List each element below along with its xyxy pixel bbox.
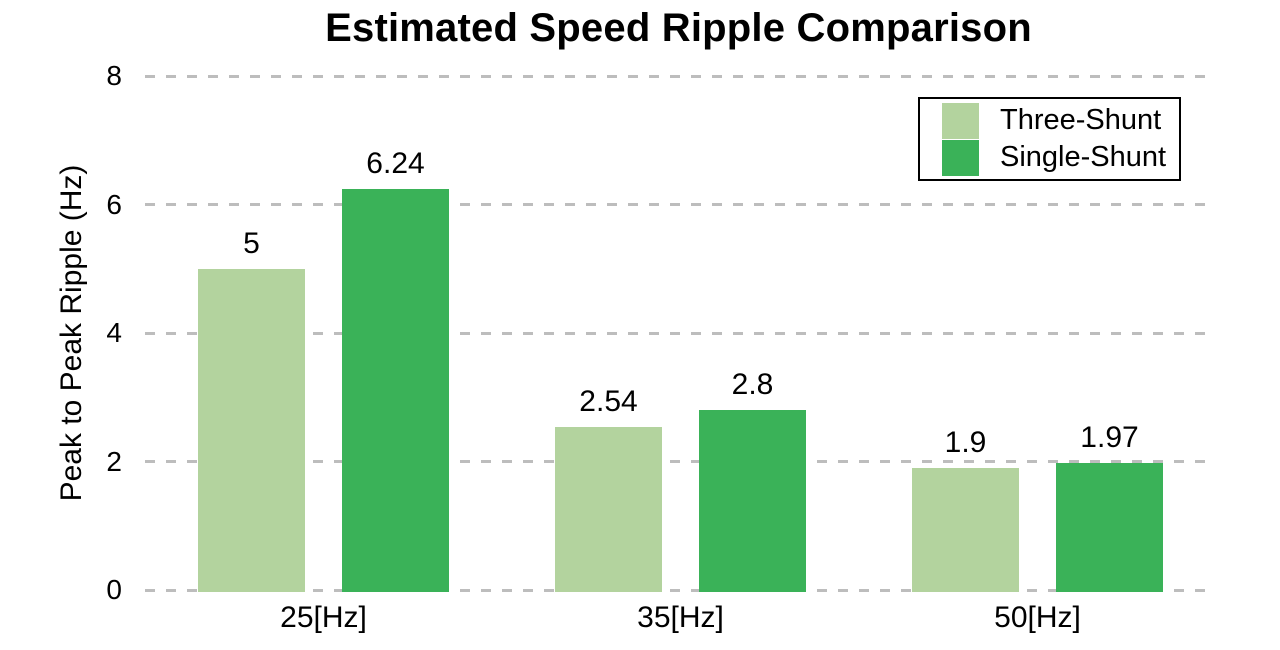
y-tick-label: 2 (106, 445, 122, 477)
legend-label: Single-Shunt (1000, 141, 1167, 173)
gridline (145, 331, 1212, 335)
gridline (145, 588, 1212, 592)
legend-item: Three-Shunt (920, 102, 1179, 139)
y-tick-label: 6 (106, 188, 122, 220)
x-tick-label: 35[Hz] (637, 601, 724, 634)
gridline (145, 460, 1212, 463)
bar-single-shunt-35[Hz] (699, 410, 806, 592)
bar-value-label: 2.8 (731, 368, 774, 402)
bar-value-label: 1.97 (1080, 421, 1139, 455)
y-tick-label: 8 (106, 60, 122, 91)
gridline (145, 203, 1212, 206)
legend-label: Three-Shunt (1000, 104, 1162, 136)
bar-value-label: 6.24 (366, 147, 425, 181)
y-tick-label: 0 (106, 574, 122, 605)
bar-three-shunt-50[Hz] (912, 467, 1019, 592)
bar-value-label: 1.9 (944, 425, 987, 459)
gridline (145, 74, 1212, 78)
legend-swatch-single-shunt (942, 139, 979, 176)
bar-value-label: 2.54 (579, 384, 638, 418)
legend: Three-Shunt Single-Shunt (918, 97, 1181, 181)
bar-three-shunt-35[Hz] (555, 426, 662, 592)
legend-item: Single-Shunt (920, 139, 1179, 176)
legend-swatch-three-shunt (942, 102, 979, 139)
bar-value-label: 5 (243, 226, 260, 260)
x-tick-label: 50[Hz] (994, 601, 1081, 634)
chart-title: Estimated Speed Ripple Comparison (325, 6, 1032, 50)
bar-single-shunt-25[Hz] (342, 189, 449, 592)
bar-single-shunt-50[Hz] (1056, 463, 1163, 592)
x-tick-label: 25[Hz] (280, 601, 367, 634)
bar-three-shunt-25[Hz] (198, 268, 305, 592)
y-tick-label: 4 (106, 317, 122, 348)
